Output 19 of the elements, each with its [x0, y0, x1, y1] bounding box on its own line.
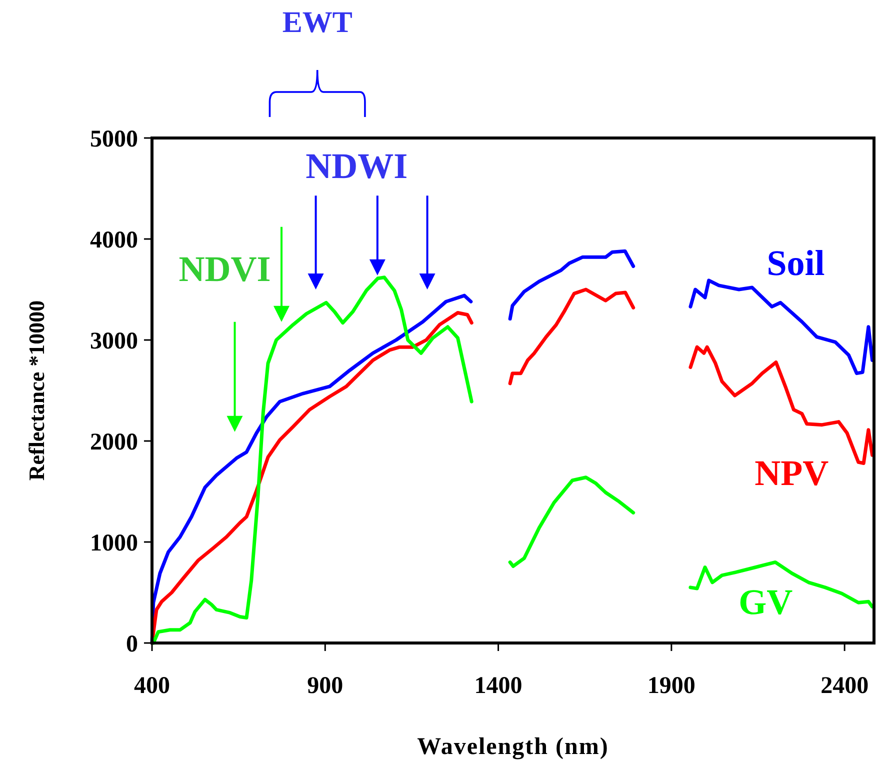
y-tick-label: 5000	[90, 126, 138, 152]
x-tick-label: 1900	[647, 673, 696, 699]
annotation: NDVI	[178, 248, 271, 289]
series-label: Soil	[766, 242, 825, 283]
series-label: GV	[738, 582, 793, 622]
y-tick-label: 3000	[90, 328, 138, 354]
y-tick-label: 0	[126, 631, 138, 658]
annotation: NDWI	[306, 146, 408, 186]
x-tick-label: 400	[134, 673, 170, 699]
y-tick-label: 4000	[90, 227, 138, 254]
x-tick-label: 2400	[820, 673, 869, 699]
x-tick-label: 1400	[474, 673, 522, 699]
x-axis-title: Wavelength (nm)	[417, 734, 609, 760]
x-tick-label: 900	[307, 673, 344, 699]
y-axis-title: Reflectance *10000	[24, 300, 49, 481]
series-label: NPV	[754, 452, 829, 493]
y-tick-label: 2000	[90, 429, 138, 456]
text: EWT	[282, 6, 352, 39]
y-tick-label: 1000	[90, 530, 138, 556]
